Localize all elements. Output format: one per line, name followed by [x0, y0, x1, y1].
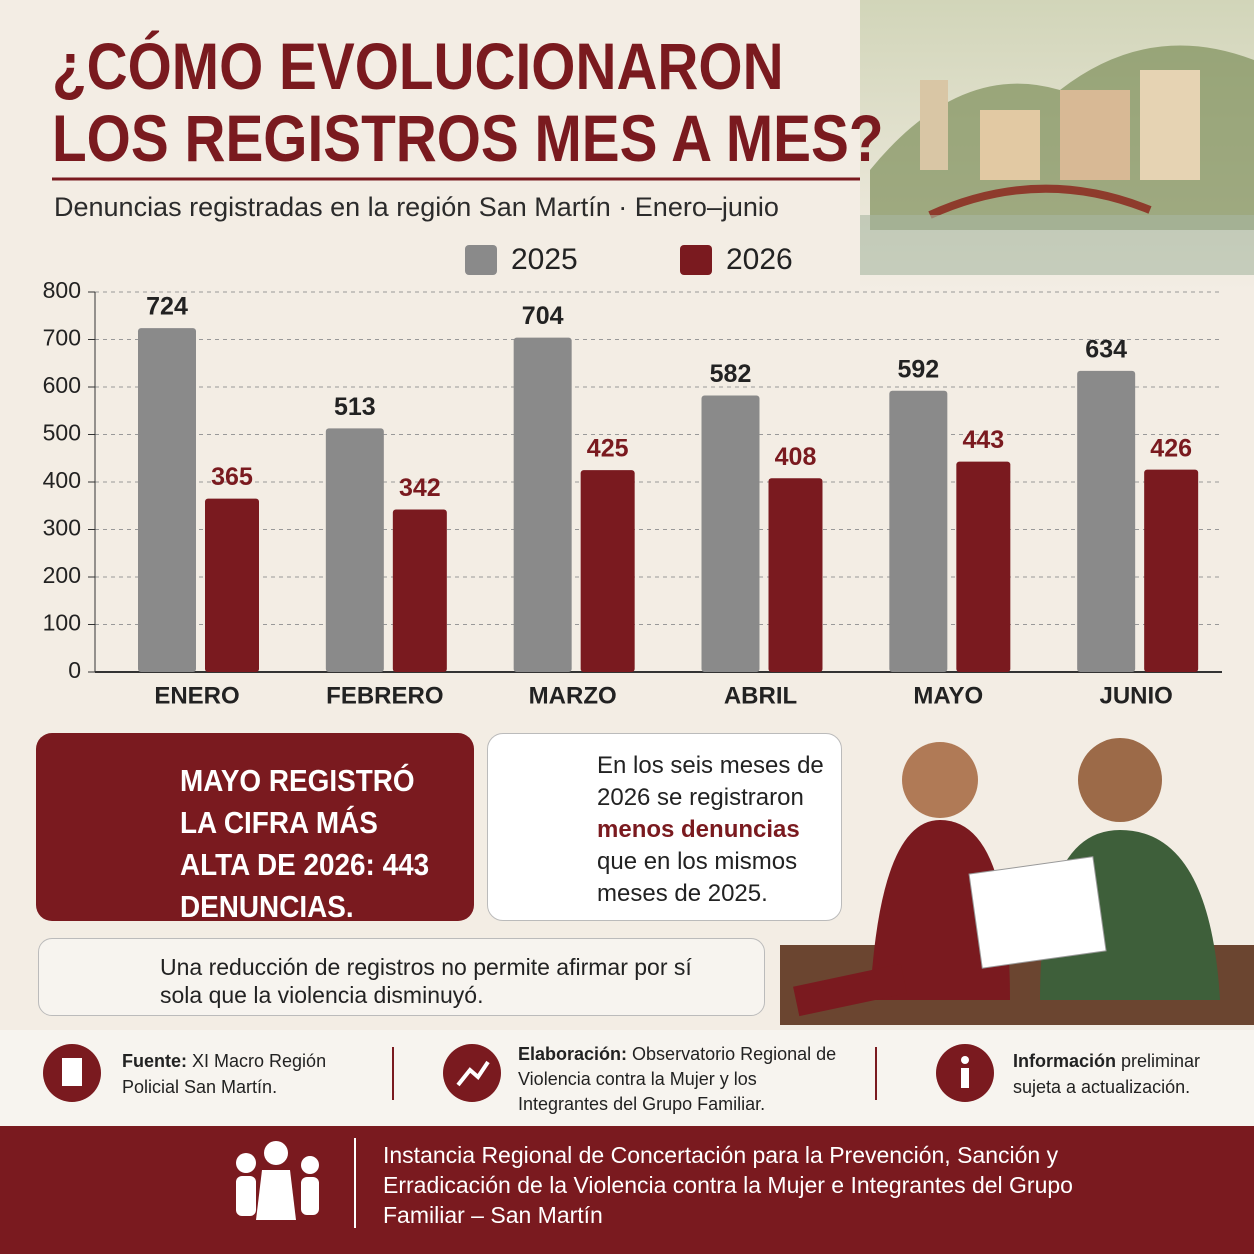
- x-tick-label: ABRIL: [724, 682, 797, 709]
- footer-label: Elaboración:: [518, 1044, 628, 1064]
- institution-text: Instancia Regional de Concertación para …: [383, 1142, 1073, 1228]
- summary-part: En los seis meses de 2026 se registraron: [597, 752, 824, 811]
- summary-part: que en los mismos meses de 2025.: [597, 848, 798, 907]
- footer-label: Fuente:: [122, 1051, 187, 1071]
- highlight-text: MAYO REGISTRÓ LA CIFRA MÁS ALTA DE 2026:…: [180, 763, 430, 924]
- y-tick-label: 100: [43, 610, 81, 636]
- footer-info: Información preliminar sujeta a actualiz…: [1013, 1048, 1233, 1100]
- y-tick-label: 600: [43, 372, 81, 398]
- footer-source: Fuente: XI Macro Región Policial San Mar…: [122, 1048, 362, 1100]
- chart-subtitle: Denuncias registradas en la región San M…: [54, 192, 779, 222]
- value-label: 426: [1150, 434, 1192, 462]
- bar: [205, 498, 259, 672]
- chart-title: ¿CÓMO EVOLUCIONARON LOS REGISTROS MES A …: [52, 30, 884, 174]
- legend-label: 2025: [511, 243, 578, 276]
- value-label: 425: [587, 435, 629, 463]
- value-label: 408: [775, 443, 817, 471]
- x-tick-label: MAYO: [913, 682, 983, 709]
- x-tick-label: MARZO: [529, 682, 617, 709]
- x-tick-label: ENERO: [154, 682, 239, 709]
- people-illustration: [780, 738, 1254, 1025]
- bar: [513, 337, 572, 672]
- value-label: 513: [334, 393, 376, 421]
- footer-label: Información: [1013, 1051, 1117, 1071]
- legend-swatch: [680, 245, 712, 275]
- y-tick-label: 0: [68, 657, 81, 683]
- warning-box: [38, 938, 765, 1016]
- bar: [956, 461, 1011, 672]
- summary-text: En los seis meses de 2026 se registraron…: [597, 750, 837, 910]
- legend-label: 2026: [726, 243, 793, 276]
- bar: [392, 509, 447, 672]
- footer-icons: [43, 1044, 994, 1102]
- x-tick-label: JUNIO: [1099, 682, 1172, 709]
- warning-text: Una reducción de registros no permite af…: [160, 954, 692, 1008]
- y-tick-label: 300: [43, 515, 81, 541]
- value-label: 443: [962, 426, 1004, 454]
- x-tick-label: FEBRERO: [326, 682, 443, 709]
- value-label: 365: [211, 463, 253, 491]
- bar: [1077, 370, 1136, 672]
- value-label: 704: [522, 302, 564, 330]
- bar: [768, 478, 823, 672]
- bar: [889, 390, 948, 672]
- y-tick-label: 700: [43, 325, 81, 351]
- bar: [701, 395, 760, 672]
- legend-swatch: [465, 245, 497, 275]
- bar: [138, 328, 196, 672]
- title-line: ¿CÓMO EVOLUCIONARON: [52, 29, 784, 103]
- bar: [580, 470, 635, 672]
- title-line: LOS REGISTROS MES A MES?: [52, 101, 884, 175]
- summary-emphasis: menos denuncias: [597, 816, 800, 843]
- y-tick-label: 400: [43, 467, 81, 493]
- landscape-illustration: [860, 0, 1254, 290]
- value-label: 582: [710, 360, 752, 388]
- y-tick-label: 200: [43, 562, 81, 588]
- footer-text: preliminar sujeta a actualización.: [1013, 1051, 1201, 1097]
- footer-text: XI Macro Región Policial San Martín.: [122, 1051, 327, 1097]
- y-tick-label: 500: [43, 420, 81, 446]
- value-label: 634: [1085, 335, 1127, 363]
- footer-text: Observatorio Regional de Violencia contr…: [518, 1044, 837, 1114]
- institution-band: [0, 1126, 1254, 1254]
- value-label: 342: [399, 474, 441, 502]
- highlight-box: [36, 733, 474, 921]
- footer-credit: Elaboración: Observatorio Regional de Vi…: [518, 1042, 838, 1117]
- plot: 0 100 200 300 400 500 600 700 800 2025 2026 ENERO 72…: [43, 243, 1222, 709]
- bar: [1144, 469, 1199, 672]
- y-tick-label: 800: [43, 277, 81, 303]
- bar: [325, 428, 384, 672]
- footer-strip: [0, 1030, 1254, 1126]
- summary-box: [487, 733, 842, 921]
- family-icon: [236, 1138, 356, 1228]
- value-label: 592: [897, 355, 939, 383]
- value-label: 724: [146, 293, 188, 321]
